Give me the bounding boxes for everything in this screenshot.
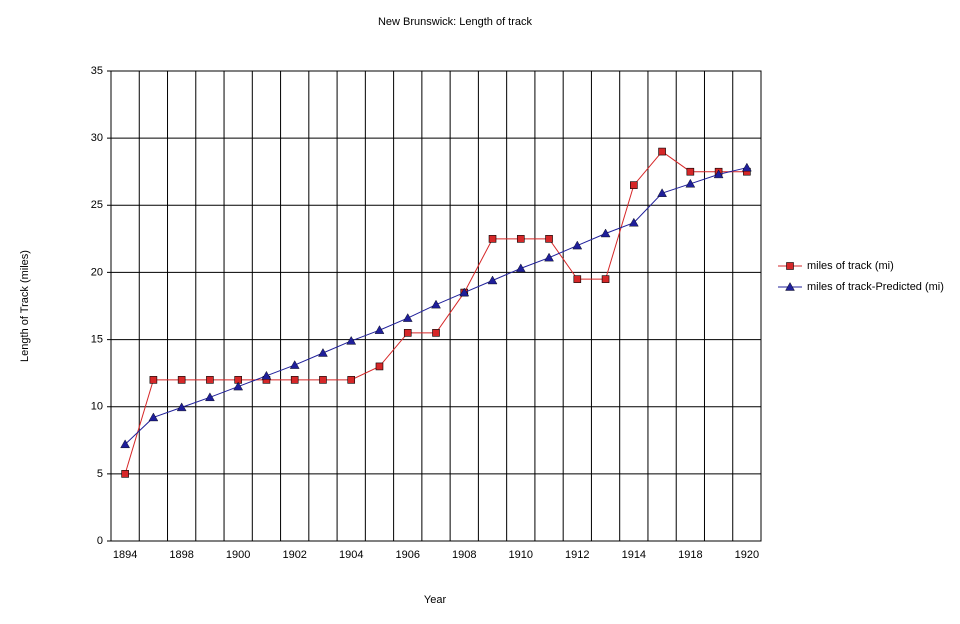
marker	[516, 235, 525, 243]
x-tick-label: 1904	[339, 549, 363, 561]
y-tick-label: 10	[91, 401, 103, 413]
marker	[657, 188, 667, 197]
marker	[403, 329, 412, 337]
marker	[785, 282, 795, 291]
x-tick-label: 1910	[509, 549, 533, 561]
marker	[459, 287, 470, 297]
y-tick-label: 5	[97, 468, 103, 480]
marker	[600, 228, 611, 238]
marker	[148, 412, 159, 422]
x-tick-label: 1912	[565, 549, 589, 561]
x-tick-label: 1906	[395, 549, 419, 561]
marker	[572, 240, 583, 250]
marker	[121, 470, 129, 478]
marker	[432, 329, 440, 337]
marker	[658, 147, 666, 156]
x-tick-label: 1918	[678, 549, 702, 561]
marker	[742, 162, 752, 172]
y-tick-label: 15	[91, 333, 103, 345]
marker	[786, 262, 794, 270]
marker	[628, 217, 639, 227]
marker	[515, 263, 526, 273]
x-tick-label: 1920	[735, 549, 759, 561]
marker	[289, 360, 300, 369]
y-tick-label: 20	[91, 266, 103, 278]
y-tick-label: 30	[91, 132, 103, 144]
chart-title: New Brunswick: Length of track	[378, 16, 533, 28]
marker	[686, 167, 695, 176]
marker	[487, 275, 498, 285]
x-tick-label: 1898	[169, 549, 193, 561]
y-tick-label: 25	[91, 199, 103, 211]
legend-label: miles of track-Predicted (mi)	[807, 281, 944, 293]
marker	[601, 275, 610, 283]
marker	[402, 313, 413, 322]
marker	[177, 376, 186, 384]
marker	[261, 370, 272, 380]
marker	[205, 392, 215, 402]
series-line	[124, 150, 747, 475]
marker	[346, 336, 357, 345]
marker	[347, 376, 356, 384]
x-tick-label: 1908	[452, 549, 476, 561]
x-tick-label: 1914	[622, 549, 646, 561]
x-tick-label: 1900	[226, 549, 250, 561]
y-tick-label: 0	[97, 535, 103, 547]
marker	[431, 299, 441, 309]
plot-border	[110, 70, 762, 542]
marker	[120, 439, 130, 449]
marker	[713, 169, 724, 179]
marker	[206, 376, 214, 384]
marker	[544, 252, 554, 262]
marker	[290, 376, 299, 384]
x-tick-label: 1894	[113, 549, 137, 561]
x-axis-label: Year	[424, 594, 447, 606]
marker	[685, 178, 696, 188]
legend: miles of track (mi) miles of track-Predic…	[778, 260, 944, 293]
y-tick-label: 35	[91, 65, 103, 77]
marker	[488, 235, 497, 243]
y-axis-label: Length of Track (miles)	[19, 250, 31, 362]
marker	[149, 376, 158, 384]
marker	[573, 275, 582, 283]
marker	[176, 402, 187, 412]
legend-label: miles of track (mi)	[807, 260, 894, 272]
marker	[233, 381, 244, 391]
marker	[319, 376, 327, 384]
marker	[545, 235, 553, 243]
x-tick-label: 1902	[282, 549, 306, 561]
marker	[375, 362, 384, 371]
marker	[318, 348, 328, 357]
marker	[630, 181, 638, 189]
marker	[374, 325, 385, 334]
